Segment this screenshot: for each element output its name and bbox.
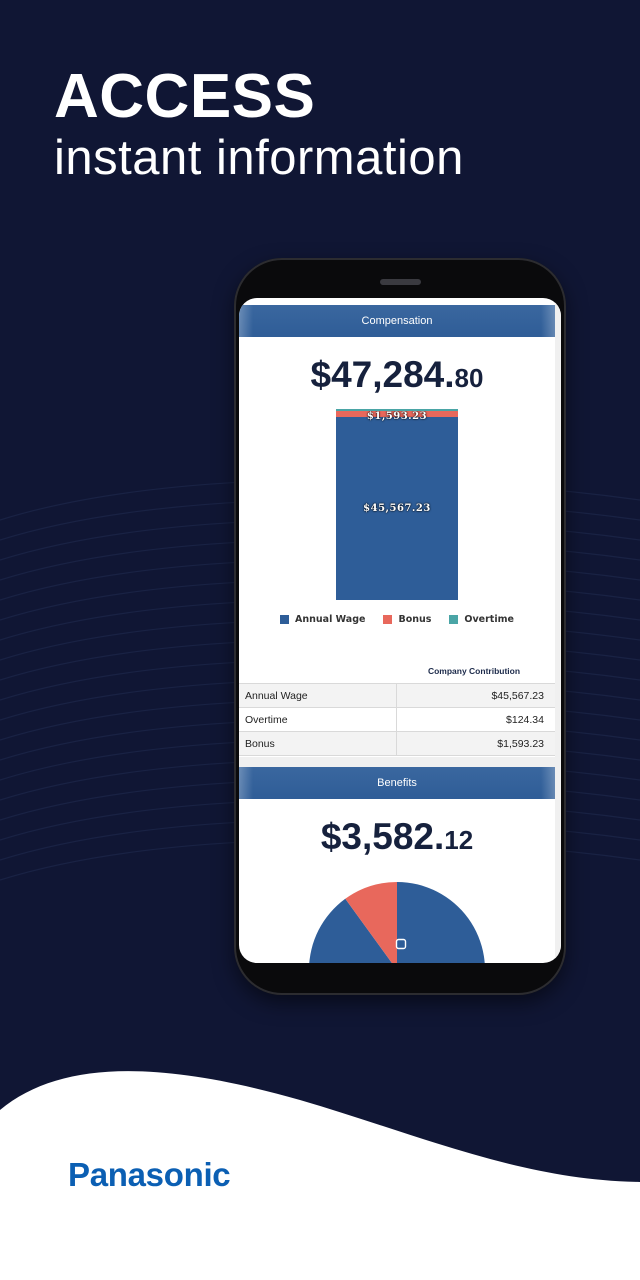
legend-item-annual-wage[interactable]: Annual Wage: [280, 614, 365, 625]
headline-subtitle: instant information: [54, 131, 464, 185]
headline-title: ACCESS: [54, 62, 316, 131]
legend-swatch: [383, 615, 393, 624]
phone-speaker: [380, 279, 421, 285]
panasonic-logo: Panasonic: [68, 1156, 231, 1193]
benefits-total-cents: 12: [444, 825, 474, 855]
bar-segment-overtime[interactable]: [336, 409, 458, 411]
table-row: Overtime $124.34: [239, 708, 555, 732]
compensation-header: Compensation: [239, 305, 555, 337]
compensation-total-main: $47,284.: [310, 354, 455, 395]
pie-slice-1[interactable]: [345, 882, 397, 963]
promo-headline: ACCESS instant information: [54, 64, 464, 186]
benefits-total-main: $3,582.: [320, 816, 445, 857]
row-value: $124.34: [506, 714, 544, 726]
legend-item-overtime[interactable]: Overtime: [449, 614, 514, 625]
benefits-total: $3,582.12: [239, 816, 555, 858]
pie-slice-0[interactable]: [309, 882, 485, 963]
legend-label: Overtime: [464, 614, 514, 625]
phone-screen: Compensation $47,284.80 $45,567.23 $1,593…: [239, 298, 561, 963]
compensation-table: Annual Wage $45,567.23 Overtime $124.34 Bonu…: [239, 683, 555, 756]
bottom-wave: [0, 1071, 640, 1280]
row-label: Bonus: [239, 732, 397, 755]
legend-label: Annual Wage: [295, 614, 366, 625]
scrollbar[interactable]: [555, 298, 561, 963]
row-label: Overtime: [239, 708, 397, 731]
bar-segment-bonus[interactable]: $1,593.23: [336, 411, 458, 422]
home-button-icon[interactable]: [395, 938, 407, 950]
table-row: Bonus $1,593.23: [239, 732, 555, 756]
chart-legend: Annual Wage Bonus Overtime: [239, 614, 555, 625]
benefits-title: Benefits: [377, 777, 417, 789]
benefits-header: Benefits: [239, 767, 555, 799]
column-header-company-contribution: Company Contribution: [427, 666, 521, 676]
row-label: Annual Wage: [239, 684, 397, 707]
legend-swatch: [449, 615, 459, 624]
row-value: $1,593.23: [497, 738, 544, 750]
legend-item-bonus[interactable]: Bonus: [383, 614, 431, 625]
legend-label: Bonus: [398, 614, 432, 625]
row-value: $45,567.23: [491, 690, 544, 702]
compensation-title: Compensation: [361, 315, 433, 327]
legend-swatch: [280, 615, 290, 624]
bar-data-label: $1,593.23: [366, 410, 428, 422]
bar-data-label: $45,567.23: [363, 503, 431, 514]
compensation-stacked-bar[interactable]: $45,567.23 $1,593.23: [336, 409, 458, 600]
compensation-total: $47,284.80: [239, 354, 555, 396]
compensation-total-cents: 80: [454, 363, 484, 393]
section-divider: [239, 757, 555, 767]
table-row: Annual Wage $45,567.23: [239, 684, 555, 708]
bar-segment-annual-wage[interactable]: $45,567.23: [336, 417, 458, 600]
benefits-pie-chart[interactable]: [309, 880, 485, 963]
